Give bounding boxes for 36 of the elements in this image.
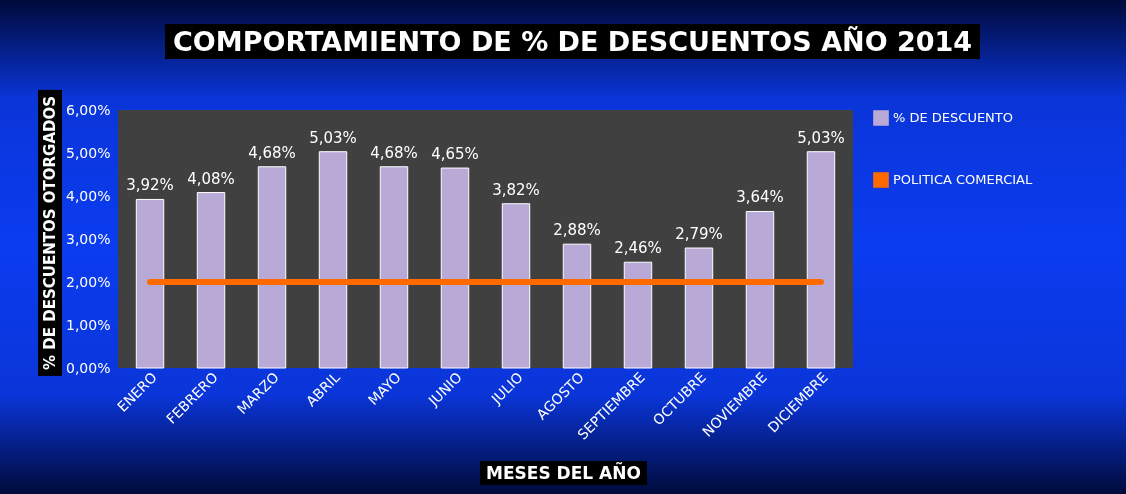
data-label: 2,79% bbox=[675, 225, 723, 244]
data-label: 2,46% bbox=[614, 239, 662, 258]
y-tick-label: 4,00% bbox=[66, 187, 111, 204]
bar bbox=[501, 203, 531, 369]
y-tick-label: 6,00% bbox=[66, 101, 111, 118]
bar bbox=[135, 198, 165, 369]
data-label: 4,68% bbox=[370, 143, 418, 162]
x-axis-title: MESES DEL AÑO bbox=[480, 461, 647, 485]
data-label: 5,03% bbox=[797, 128, 845, 147]
y-tick-label: 1,00% bbox=[66, 316, 111, 333]
y-tick-label: 3,00% bbox=[66, 230, 111, 247]
data-label: 3,92% bbox=[126, 176, 174, 195]
legend-label: % DE DESCUENTO bbox=[893, 110, 1014, 125]
y-tick-label: 5,00% bbox=[66, 144, 111, 161]
y-tick-label: 2,00% bbox=[66, 273, 111, 290]
bar bbox=[257, 166, 287, 369]
y-tick-label: 0,00% bbox=[66, 359, 111, 376]
data-label: 4,65% bbox=[431, 145, 479, 164]
legend-label: POLITICA COMERCIAL bbox=[893, 172, 1033, 187]
data-label: 4,68% bbox=[248, 143, 296, 162]
bar bbox=[745, 210, 775, 369]
data-label: 3,82% bbox=[492, 180, 540, 199]
bar bbox=[806, 151, 836, 369]
bar bbox=[196, 192, 226, 369]
bar bbox=[684, 247, 714, 369]
y-axis-title: % DE DESCUENTOS OTORGADOS bbox=[38, 90, 62, 376]
bar bbox=[379, 166, 409, 369]
data-label: 5,03% bbox=[309, 128, 357, 147]
data-label: 4,08% bbox=[187, 169, 235, 188]
data-label: 2,88% bbox=[553, 221, 601, 240]
bar bbox=[562, 243, 592, 369]
bar bbox=[623, 261, 653, 369]
chart-title: COMPORTAMIENTO DE % DE DESCUENTOS AÑO 2014 bbox=[165, 24, 981, 59]
bar bbox=[440, 167, 470, 369]
bar bbox=[318, 151, 348, 369]
data-label: 3,64% bbox=[736, 188, 784, 207]
